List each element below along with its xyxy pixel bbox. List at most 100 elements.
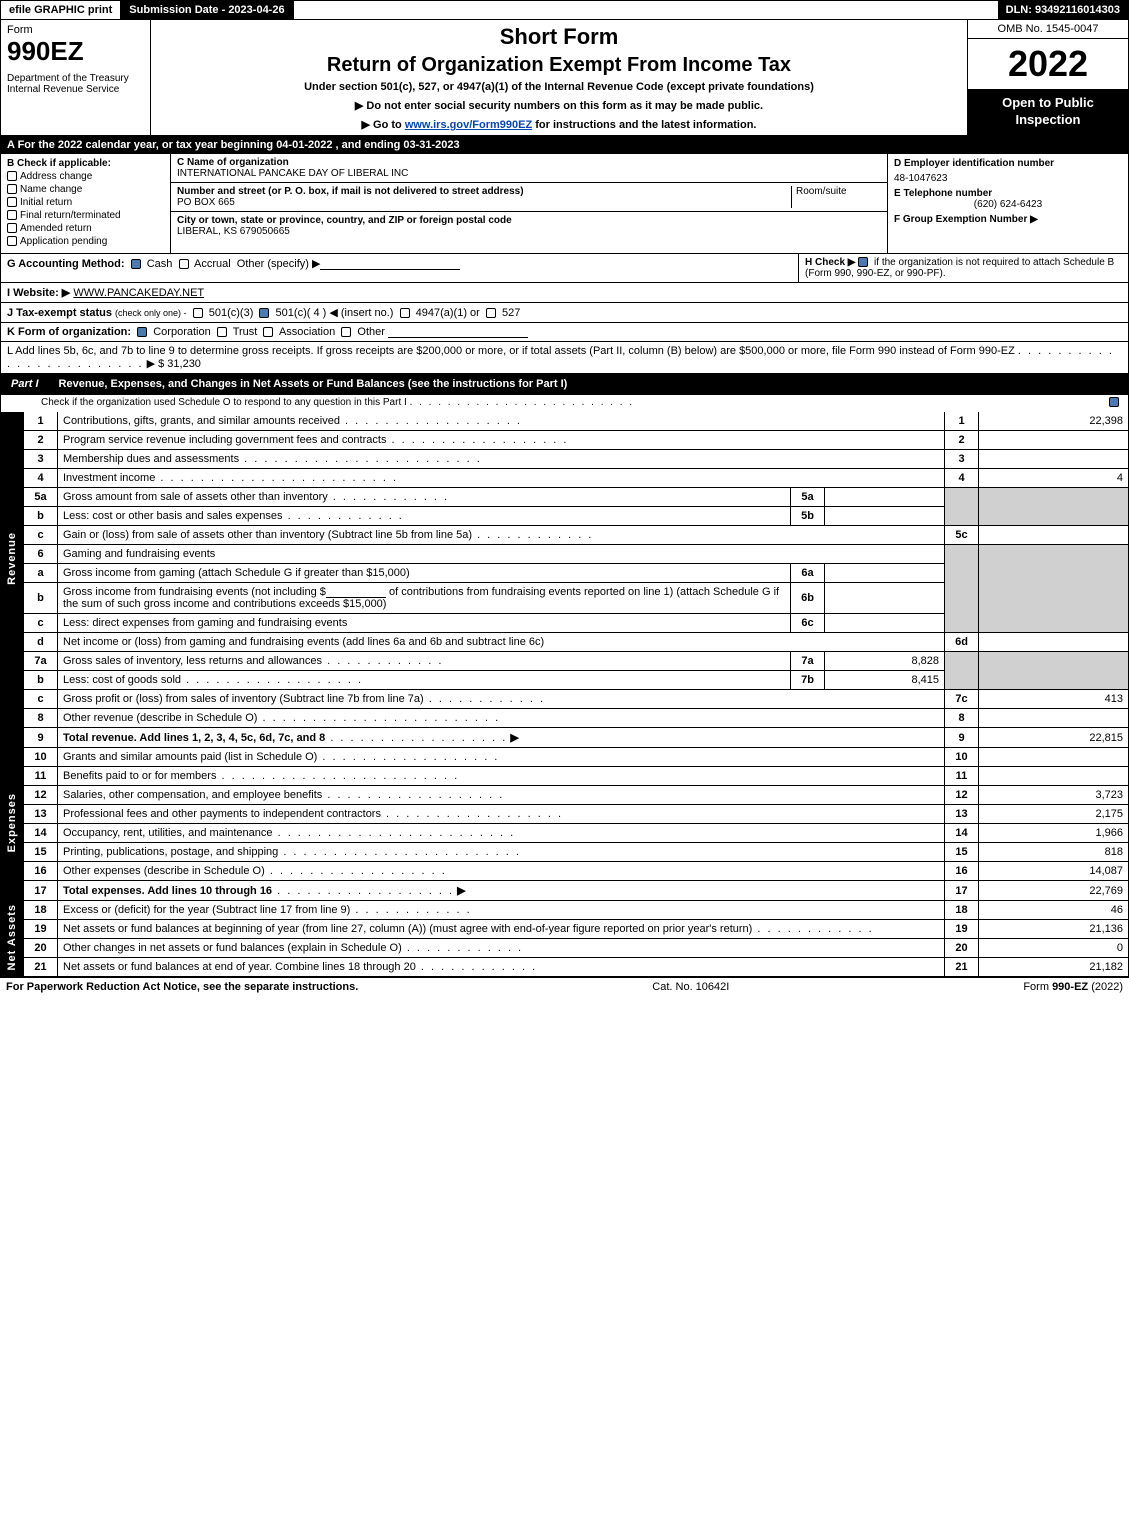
sub-no: 5a [791, 488, 825, 507]
checkbox-accrual[interactable] [179, 259, 189, 269]
line-num: 13 [945, 805, 979, 824]
submission-date-button[interactable]: Submission Date - 2023-04-26 [121, 1, 293, 19]
top-bar: efile GRAPHIC print Submission Date - 20… [0, 0, 1129, 20]
org-name-label: C Name of organization [177, 157, 289, 168]
checkbox-501c[interactable] [259, 308, 269, 318]
sub-value [825, 564, 945, 583]
other-specify-input[interactable] [320, 269, 460, 270]
part1-title: Revenue, Expenses, and Changes in Net As… [49, 374, 1128, 394]
line-desc: Other expenses (describe in Schedule O) [63, 865, 265, 877]
checkbox-application-pending[interactable] [7, 236, 17, 246]
line-amount [979, 526, 1129, 545]
efile-print-button[interactable]: efile GRAPHIC print [1, 1, 121, 19]
netassets-vertical-label: Net Assets [1, 901, 24, 977]
goto-post: for instructions and the latest informat… [532, 119, 756, 131]
line-no: c [24, 614, 58, 633]
shaded-cell [945, 488, 979, 526]
sub-value [825, 614, 945, 633]
line-desc: Investment income [63, 472, 155, 484]
section-c: C Name of organization INTERNATIONAL PAN… [171, 154, 888, 253]
checkbox-527[interactable] [486, 308, 496, 318]
line-no: 18 [24, 901, 58, 920]
sub-value [825, 583, 945, 614]
chk-label: Amended return [20, 223, 92, 234]
checkbox-final-return[interactable] [7, 210, 17, 220]
line-amount [979, 767, 1129, 786]
ssn-warning: ▶ Do not enter social security numbers o… [159, 99, 959, 112]
omb-number: OMB No. 1545-0047 [968, 20, 1128, 39]
line-no: 11 [24, 767, 58, 786]
line-num: 1 [945, 412, 979, 431]
line-desc: Gain or (loss) from sale of assets other… [63, 529, 472, 541]
sub-no: 5b [791, 507, 825, 526]
line-num: 14 [945, 824, 979, 843]
line-desc: Benefits paid to or for members [63, 770, 216, 782]
section-def: D Employer identification number 48-1047… [888, 154, 1128, 253]
website-value[interactable]: WWW.PANCAKEDAY.NET [73, 287, 204, 299]
opt-501c3: 501(c)(3) [209, 307, 254, 319]
line-desc: Less: cost or other basis and sales expe… [63, 510, 283, 522]
line-no: 6 [24, 545, 58, 564]
checkbox-address-change[interactable] [7, 171, 17, 181]
checkbox-501c3[interactable] [193, 308, 203, 318]
line-desc: Net assets or fund balances at beginning… [63, 923, 752, 935]
line-amount: 2,175 [979, 805, 1129, 824]
sub-no: 6b [791, 583, 825, 614]
line-desc: Contributions, gifts, grants, and simila… [63, 415, 340, 427]
line-no: 21 [24, 958, 58, 977]
room-suite-label: Room/suite [796, 186, 847, 197]
line-num: 10 [945, 748, 979, 767]
checkbox-initial-return[interactable] [7, 197, 17, 207]
row-l-text: L Add lines 5b, 6c, and 7b to line 9 to … [7, 345, 1015, 357]
checkbox-corporation[interactable] [137, 327, 147, 337]
line-desc: Other changes in net assets or fund bala… [63, 942, 402, 954]
line-num: 21 [945, 958, 979, 977]
line-no: 3 [24, 450, 58, 469]
line-amount: 21,182 [979, 958, 1129, 977]
org-name: INTERNATIONAL PANCAKE DAY OF LIBERAL INC [177, 168, 408, 179]
checkbox-cash[interactable] [131, 259, 141, 269]
catalog-number: Cat. No. 10642I [652, 981, 729, 993]
addr-label: Number and street (or P. O. box, if mail… [177, 186, 524, 197]
form-number: 990EZ [7, 36, 144, 67]
line-amount: 22,398 [979, 412, 1129, 431]
line-num: 5c [945, 526, 979, 545]
checkbox-trust[interactable] [217, 327, 227, 337]
checkbox-schedule-b[interactable] [858, 257, 868, 267]
checkbox-association[interactable] [263, 327, 273, 337]
line-no: 8 [24, 709, 58, 728]
part1-table: Revenue 1 Contributions, gifts, grants, … [0, 412, 1129, 977]
line-no: c [24, 526, 58, 545]
line-amount: 22,815 [979, 728, 1129, 748]
part1-label: Part I [1, 374, 49, 394]
row-j: J Tax-exempt status (check only one) - 5… [0, 303, 1129, 323]
other-label: Other (specify) ▶ [237, 258, 321, 270]
shaded-cell [945, 652, 979, 690]
opt-4947: 4947(a)(1) or [416, 307, 480, 319]
header-right: OMB No. 1545-0047 2022 Open to Public In… [968, 20, 1128, 135]
line-amount: 818 [979, 843, 1129, 862]
line-num: 19 [945, 920, 979, 939]
part1-check-line: Check if the organization used Schedule … [0, 395, 1129, 412]
tax-exempt-label: J Tax-exempt status [7, 307, 112, 319]
checkbox-amended-return[interactable] [7, 223, 17, 233]
checkbox-schedule-o[interactable] [1109, 397, 1119, 407]
ein-value: 48-1047623 [894, 173, 1122, 184]
row-l: L Add lines 5b, 6c, and 7b to line 9 to … [0, 342, 1129, 374]
line-desc: Total expenses. Add lines 10 through 16 [63, 885, 272, 897]
section-b: B Check if applicable: Address change Na… [1, 154, 171, 253]
other-org-input[interactable] [388, 337, 528, 338]
line-num: 15 [945, 843, 979, 862]
line-amount: 413 [979, 690, 1129, 709]
line-no: 7a [24, 652, 58, 671]
checkbox-other-org[interactable] [341, 327, 351, 337]
accounting-method-label: G Accounting Method: [7, 258, 125, 270]
checkbox-4947[interactable] [400, 308, 410, 318]
topbar-spacer [294, 1, 998, 19]
telephone-label: E Telephone number [894, 188, 1122, 199]
checkbox-name-change[interactable] [7, 184, 17, 194]
irs-link[interactable]: www.irs.gov/Form990EZ [405, 119, 532, 131]
sub-no: 7b [791, 671, 825, 690]
shaded-cell [979, 488, 1129, 526]
return-title: Return of Organization Exempt From Incom… [159, 54, 959, 77]
